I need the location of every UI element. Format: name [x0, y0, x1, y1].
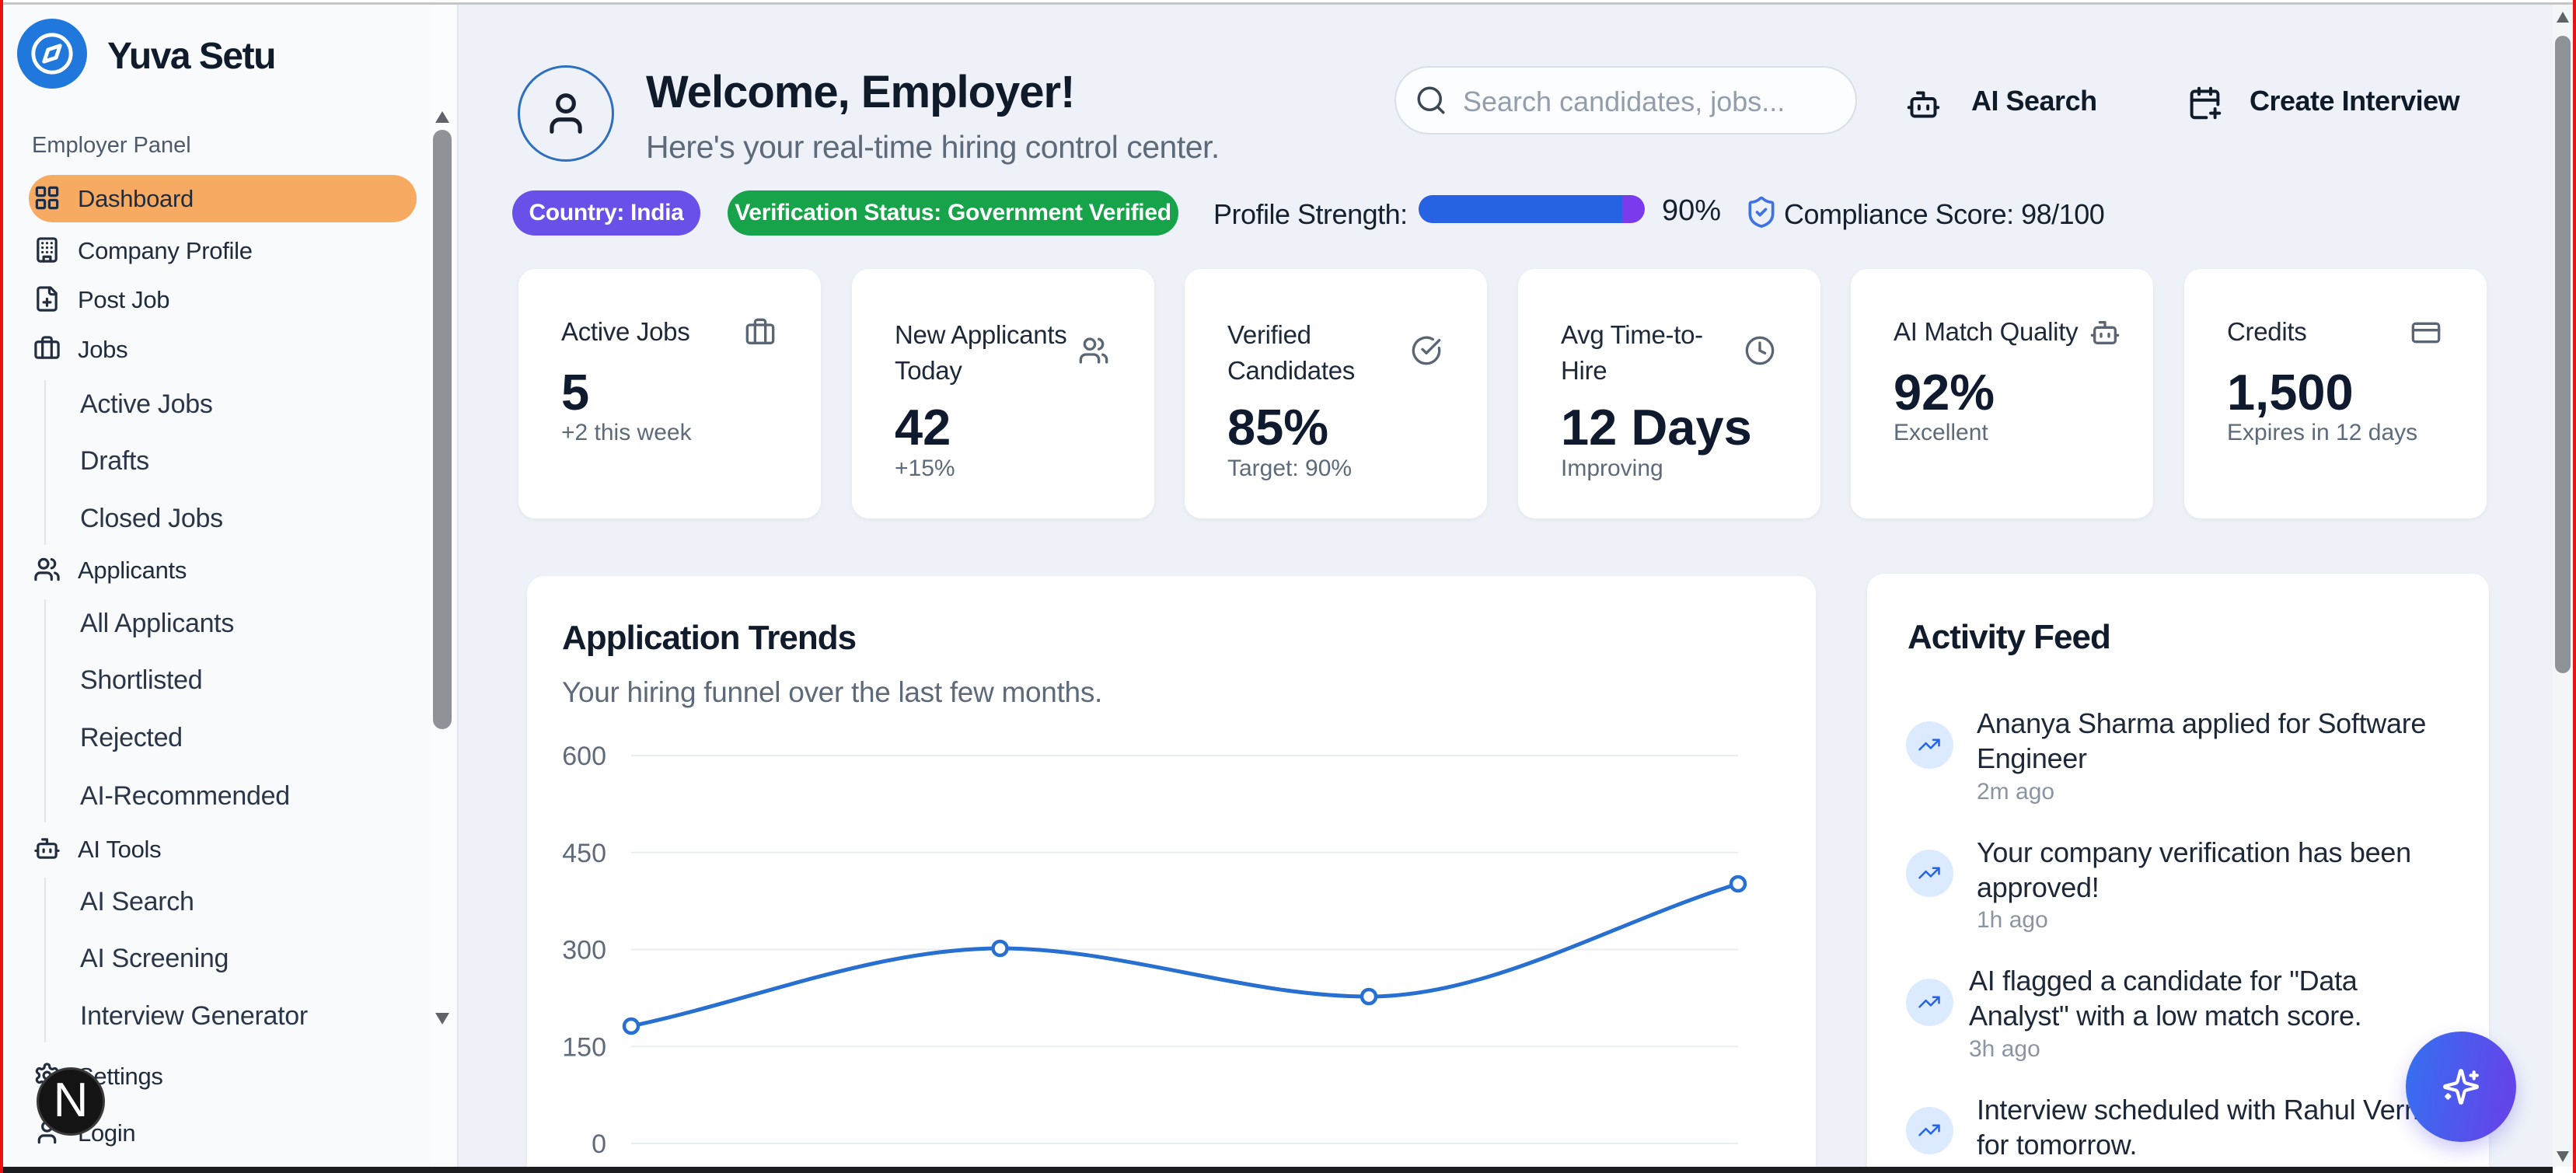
svg-text:150: 150	[562, 1032, 606, 1062]
svg-text:300: 300	[562, 936, 606, 965]
svg-text:450: 450	[562, 839, 606, 868]
svg-text:0: 0	[592, 1129, 606, 1159]
svg-text:600: 600	[562, 742, 606, 771]
